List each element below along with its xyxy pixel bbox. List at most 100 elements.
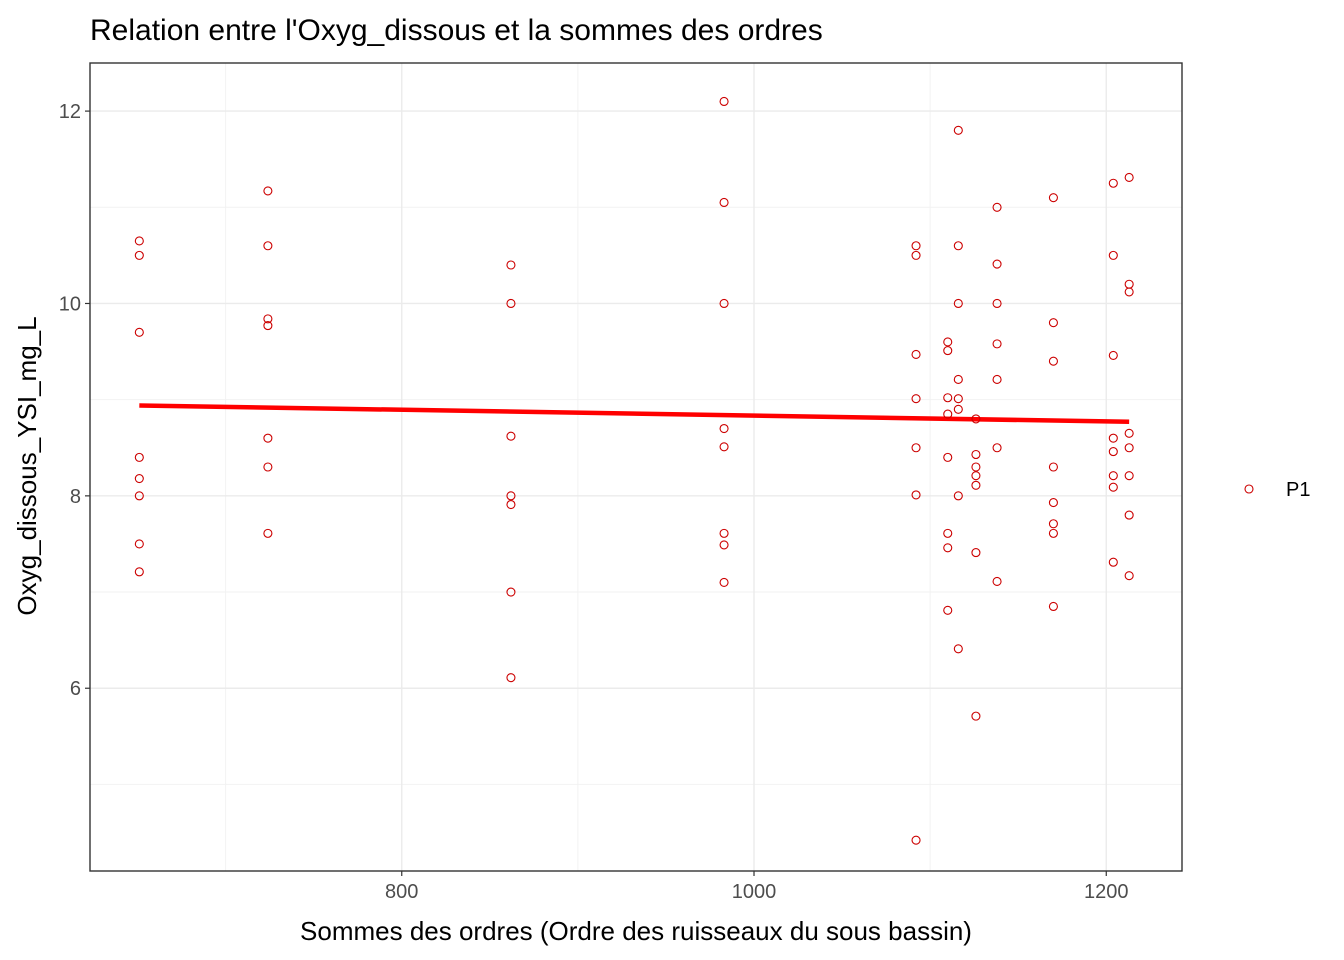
data-point bbox=[943, 409, 953, 419]
data-point bbox=[943, 605, 953, 615]
data-point bbox=[911, 241, 921, 251]
data-point bbox=[1124, 428, 1134, 438]
legend-key bbox=[1244, 484, 1254, 494]
data-point bbox=[1048, 519, 1058, 529]
data-point bbox=[506, 491, 516, 501]
data-point bbox=[943, 452, 953, 462]
data-point bbox=[1048, 528, 1058, 538]
data-point bbox=[1108, 471, 1118, 481]
data-point bbox=[1108, 433, 1118, 443]
data-point bbox=[719, 96, 729, 107]
data-point bbox=[1108, 350, 1118, 360]
data-point bbox=[263, 241, 273, 251]
y-tick-label: 8 bbox=[70, 486, 81, 508]
x-tick-label: 1000 bbox=[732, 881, 777, 903]
data-point bbox=[943, 528, 953, 538]
data-point bbox=[992, 339, 1002, 349]
data-point bbox=[943, 393, 953, 403]
panel-background bbox=[90, 63, 1182, 871]
data-point bbox=[953, 394, 963, 404]
data-point bbox=[1048, 318, 1058, 328]
data-point bbox=[134, 236, 144, 246]
data-point bbox=[134, 327, 144, 337]
data-point bbox=[971, 480, 981, 490]
data-point bbox=[1124, 443, 1134, 453]
data-point bbox=[971, 462, 981, 472]
data-point bbox=[134, 539, 144, 549]
data-point bbox=[943, 346, 953, 356]
y-axis-title: Oxyg_dissous_YSI_mg_L bbox=[12, 316, 42, 615]
data-point bbox=[1048, 498, 1058, 508]
data-point bbox=[953, 491, 963, 501]
data-point bbox=[1048, 601, 1058, 612]
data-point bbox=[719, 423, 729, 434]
y-tick-label: 6 bbox=[70, 678, 81, 700]
legend-label: P1 bbox=[1286, 479, 1310, 501]
x-tick-label: 800 bbox=[385, 881, 418, 903]
data-point bbox=[1048, 462, 1058, 472]
plot-panel: 800 1000 1200 6 8 10 12 bbox=[59, 62, 1183, 903]
data-point bbox=[719, 540, 729, 550]
data-point bbox=[719, 197, 729, 208]
data-point bbox=[134, 491, 144, 501]
data-point bbox=[506, 260, 516, 270]
data-point bbox=[263, 528, 273, 538]
data-point bbox=[1124, 471, 1134, 481]
data-point bbox=[263, 314, 273, 324]
y-tick-label: 12 bbox=[59, 101, 81, 123]
data-point bbox=[992, 259, 1002, 269]
data-point bbox=[1124, 571, 1134, 581]
data-point bbox=[911, 490, 921, 500]
data-point bbox=[263, 462, 273, 472]
trend-line bbox=[139, 403, 1130, 425]
data-point bbox=[971, 414, 981, 424]
data-point bbox=[1124, 172, 1134, 183]
panel-border bbox=[89, 62, 1183, 872]
x-axis-title: Sommes des ordres (Ordre des ruisseaux d… bbox=[300, 916, 972, 946]
data-point bbox=[992, 202, 1002, 212]
data-point bbox=[1124, 510, 1134, 520]
data-point bbox=[911, 443, 921, 453]
data-point bbox=[953, 125, 963, 135]
data-point bbox=[953, 241, 963, 251]
data-point bbox=[911, 349, 921, 360]
data-point bbox=[1108, 447, 1118, 457]
data-point bbox=[953, 644, 963, 654]
data-point bbox=[1124, 287, 1134, 297]
data-point bbox=[719, 298, 729, 309]
data-point bbox=[992, 374, 1002, 385]
legend: P1 bbox=[1244, 479, 1310, 501]
data-point bbox=[953, 374, 963, 385]
data-point bbox=[971, 449, 981, 460]
data-point bbox=[506, 431, 516, 441]
data-point bbox=[506, 499, 516, 510]
data-point bbox=[992, 576, 1002, 587]
data-point bbox=[911, 394, 921, 404]
data-point bbox=[134, 473, 144, 484]
data-point bbox=[943, 543, 953, 553]
data-point bbox=[506, 673, 516, 683]
data-point bbox=[134, 250, 144, 260]
x-tick-label: 1200 bbox=[1084, 881, 1129, 903]
data-point bbox=[992, 298, 1002, 309]
data-point bbox=[971, 548, 981, 558]
data-point bbox=[953, 404, 963, 414]
data-point bbox=[943, 337, 953, 347]
data-point bbox=[263, 433, 273, 443]
data-point bbox=[1108, 250, 1118, 260]
data-point bbox=[1108, 482, 1118, 492]
y-tick-label: 10 bbox=[59, 293, 81, 315]
data-point bbox=[971, 711, 981, 721]
data-point bbox=[953, 298, 963, 309]
data-point bbox=[719, 528, 729, 538]
data-point bbox=[134, 452, 144, 462]
data-point bbox=[719, 442, 729, 452]
data-point bbox=[911, 835, 921, 845]
data-point bbox=[506, 587, 516, 597]
chart-title: Relation entre l'Oxyg_dissous et la somm… bbox=[90, 14, 823, 47]
data-point bbox=[506, 298, 516, 309]
data-point bbox=[992, 443, 1002, 453]
data-point bbox=[1048, 193, 1058, 203]
